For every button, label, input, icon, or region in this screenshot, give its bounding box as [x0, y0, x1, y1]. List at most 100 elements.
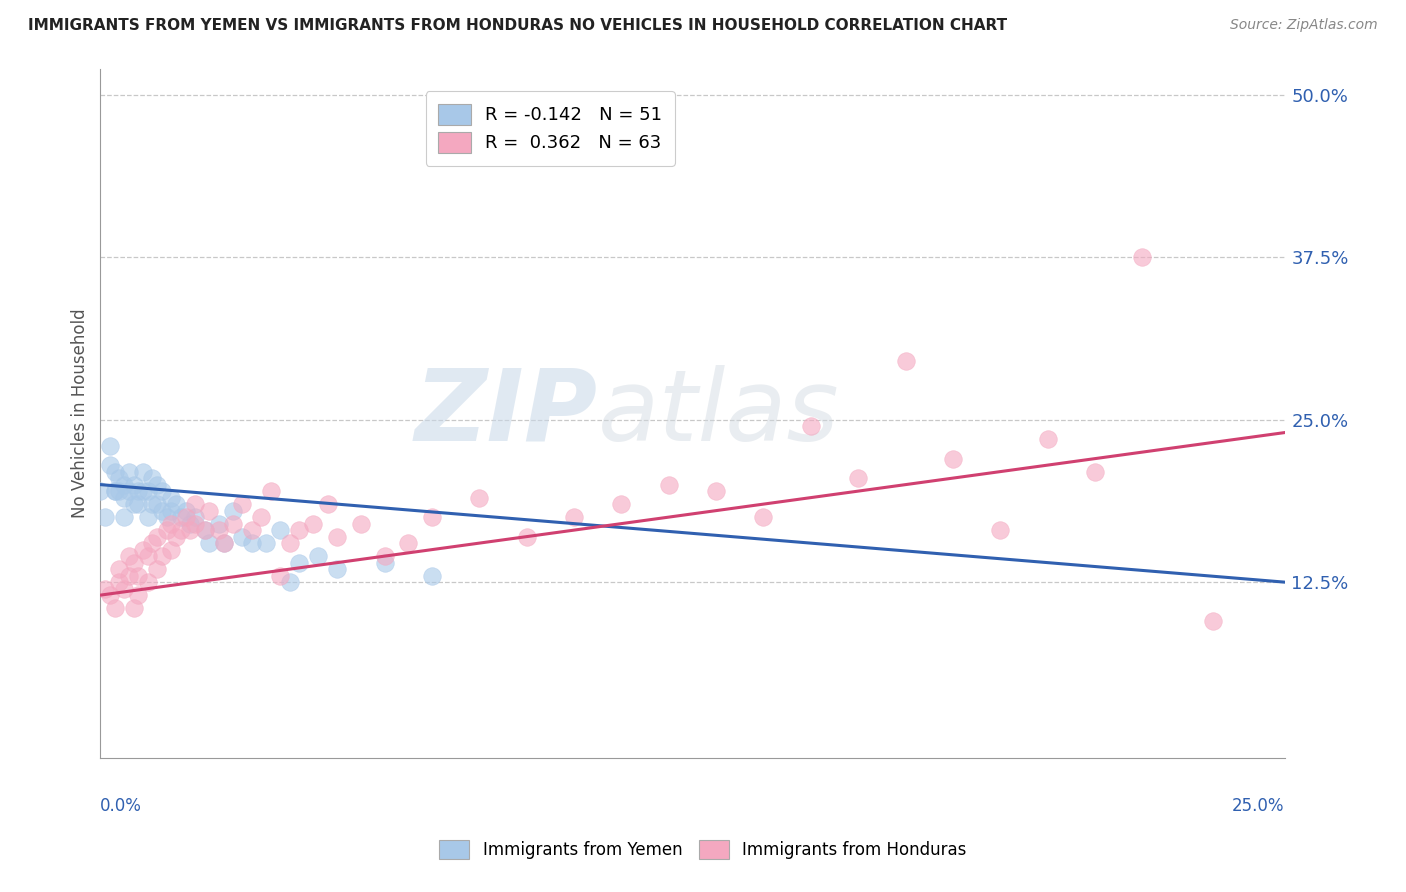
Point [260, 484, 283, 499]
Y-axis label: No Vehicles in Household: No Vehicles in Household [72, 309, 89, 518]
Text: Source: ZipAtlas.com: Source: ZipAtlas.com [1230, 18, 1378, 32]
Text: atlas: atlas [598, 365, 839, 461]
Point [98, 458, 121, 472]
Point [350, 516, 373, 531]
Point [942, 451, 965, 466]
Point [122, 497, 145, 511]
Point [316, 497, 339, 511]
Point [752, 510, 775, 524]
Text: 25.0%: 25.0% [1232, 797, 1285, 814]
Point [302, 516, 325, 531]
Point [150, 503, 173, 517]
Point [174, 510, 197, 524]
Point [141, 471, 163, 485]
Point [103, 601, 125, 615]
Point [112, 477, 135, 491]
Point [160, 542, 183, 557]
Point [420, 568, 443, 582]
Point [170, 523, 193, 537]
Point [108, 484, 131, 499]
Point [208, 516, 231, 531]
Point [800, 419, 823, 434]
Point [160, 503, 183, 517]
Point [150, 549, 173, 563]
Point [222, 503, 245, 517]
Point [212, 536, 235, 550]
Point [165, 530, 187, 544]
Point [208, 523, 231, 537]
Point [254, 536, 277, 550]
Point [240, 523, 263, 537]
Point [278, 575, 301, 590]
Legend: R = -0.142   N = 51, R =  0.362   N = 63: R = -0.142 N = 51, R = 0.362 N = 63 [426, 91, 675, 166]
Point [198, 503, 221, 517]
Point [374, 549, 396, 563]
Point [198, 536, 221, 550]
Point [98, 588, 121, 602]
Point [1036, 432, 1059, 446]
Point [231, 497, 253, 511]
Point [174, 503, 197, 517]
Point [170, 510, 193, 524]
Point [146, 530, 169, 544]
Point [326, 530, 349, 544]
Point [118, 549, 141, 563]
Point [98, 439, 121, 453]
Point [278, 536, 301, 550]
Point [894, 354, 917, 368]
Point [127, 484, 149, 499]
Point [112, 491, 135, 505]
Point [136, 549, 159, 563]
Point [240, 536, 263, 550]
Point [141, 497, 163, 511]
Point [146, 497, 169, 511]
Point [193, 523, 215, 537]
Point [146, 477, 169, 491]
Point [108, 471, 131, 485]
Point [184, 497, 207, 511]
Point [1132, 250, 1154, 264]
Point [307, 549, 329, 563]
Point [136, 575, 159, 590]
Point [374, 556, 396, 570]
Point [118, 484, 141, 499]
Point [150, 484, 173, 499]
Point [127, 588, 149, 602]
Point [94, 582, 117, 596]
Point [103, 484, 125, 499]
Point [160, 491, 183, 505]
Point [89, 484, 111, 499]
Point [658, 477, 681, 491]
Point [127, 568, 149, 582]
Point [160, 516, 183, 531]
Point [222, 516, 245, 531]
Point [610, 497, 633, 511]
Point [562, 510, 585, 524]
Point [118, 568, 141, 582]
Point [132, 465, 155, 479]
Point [250, 510, 273, 524]
Point [112, 510, 135, 524]
Point [122, 601, 145, 615]
Text: ZIP: ZIP [415, 365, 598, 461]
Point [156, 523, 179, 537]
Point [704, 484, 727, 499]
Point [193, 523, 215, 537]
Point [269, 568, 291, 582]
Point [1084, 465, 1107, 479]
Point [1202, 614, 1225, 628]
Point [468, 491, 491, 505]
Point [231, 530, 253, 544]
Text: 0.0%: 0.0% [100, 797, 142, 814]
Point [516, 530, 538, 544]
Point [288, 556, 311, 570]
Point [396, 536, 419, 550]
Point [94, 510, 117, 524]
Point [288, 523, 311, 537]
Point [112, 582, 135, 596]
Point [103, 465, 125, 479]
Point [184, 516, 207, 531]
Point [212, 536, 235, 550]
Point [326, 562, 349, 576]
Point [846, 471, 869, 485]
